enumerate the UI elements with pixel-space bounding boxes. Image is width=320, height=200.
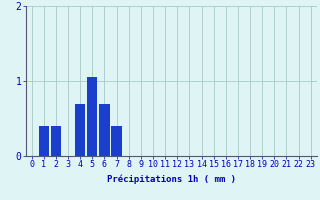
Bar bbox=[75, 104, 85, 156]
Bar bbox=[51, 126, 61, 156]
X-axis label: Précipitations 1h ( mm ): Précipitations 1h ( mm ) bbox=[107, 175, 236, 184]
Bar bbox=[39, 126, 49, 156]
Bar bbox=[87, 77, 98, 156]
Bar bbox=[99, 104, 110, 156]
Bar bbox=[111, 126, 122, 156]
